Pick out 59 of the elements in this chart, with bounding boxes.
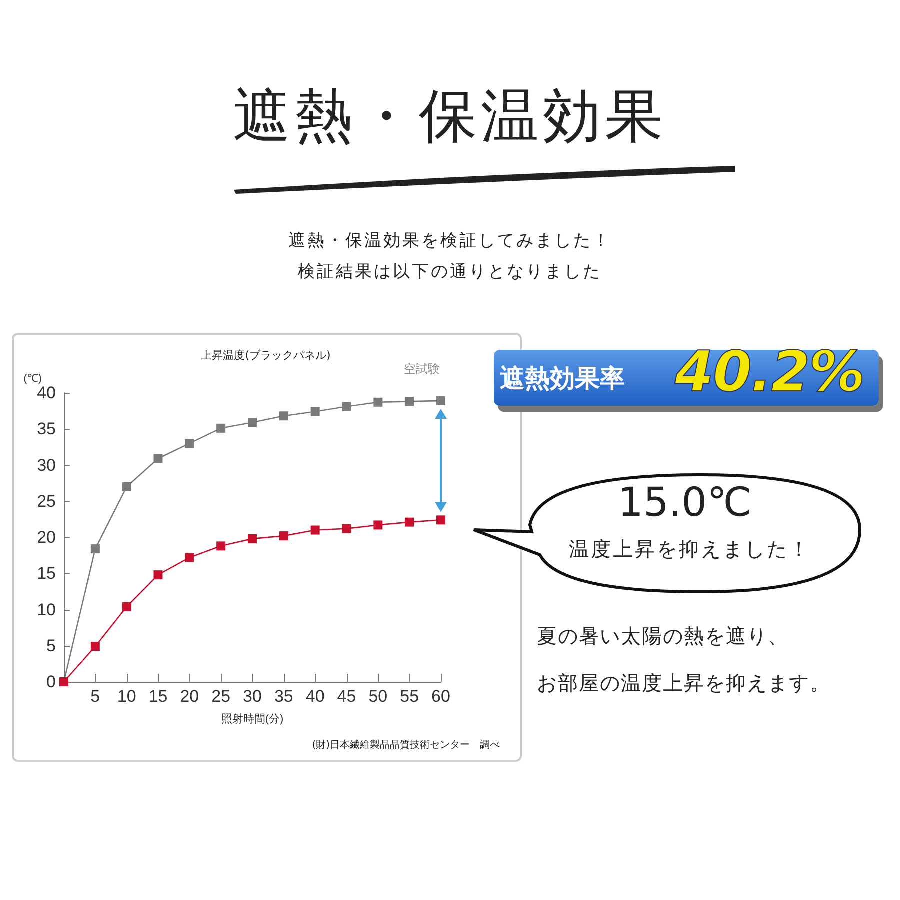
x-tick-label: 20: [180, 687, 200, 706]
point: [90, 642, 100, 652]
x-tick-label: 40: [306, 687, 325, 706]
text: 上昇温度(ブラックパネル): [200, 348, 332, 363]
point: [216, 542, 226, 551]
point: [436, 396, 446, 406]
x-tick-label: 55: [400, 687, 420, 706]
y-axis-title: (℃): [24, 373, 42, 386]
point: [185, 439, 194, 448]
point: [185, 553, 194, 562]
text: (財)日本繊維製品品質技術センター 調べ: [311, 738, 500, 752]
y-tick-label: 5: [46, 636, 56, 656]
text: 温度上昇を抑えました！: [568, 536, 812, 563]
x-tick-label: 10: [117, 687, 136, 706]
point: [374, 520, 383, 530]
point: [310, 526, 320, 535]
x-tick-label: 45: [337, 687, 356, 706]
point: [216, 424, 226, 433]
y-tick-label: 25: [37, 492, 56, 511]
text: 夏の暑い太陽の熱を遮り、: [537, 623, 789, 650]
point: [154, 454, 163, 464]
x-tick-label: 60: [432, 687, 450, 706]
text: 遮熱効果率: [500, 363, 625, 395]
x-axis-title: 照射時間(分): [221, 712, 284, 726]
point: [405, 518, 414, 527]
text: 40.2%: [675, 340, 864, 405]
x-tick-label: 35: [274, 687, 294, 706]
point: [405, 397, 414, 406]
point: [122, 482, 132, 492]
y-tick-label: 30: [37, 456, 56, 475]
x-tick-label: 5: [90, 687, 100, 706]
point: [342, 524, 352, 534]
point: [122, 602, 132, 612]
y-tick-label: 10: [37, 600, 56, 620]
y-tick-label: 35: [37, 420, 56, 439]
y-tick-label: 15: [37, 564, 56, 584]
point: [248, 418, 257, 428]
x-tick-label: 50: [368, 687, 388, 706]
point: [436, 516, 446, 525]
point: [279, 412, 288, 421]
text: 検証結果は以下の通りとなりました: [297, 261, 603, 283]
point: [342, 402, 352, 412]
point: [154, 570, 163, 580]
chart-title: 遮熱・保温効果: [232, 81, 668, 152]
text: 15.0℃: [617, 480, 753, 526]
point: [374, 398, 383, 407]
point: [248, 534, 257, 544]
x-tick-label: 30: [243, 687, 262, 706]
chart-subtitle: 遮熱・保温効果を検証してみました！: [288, 230, 612, 253]
x-tick-label: 15: [148, 687, 168, 706]
y-tick-label: 0: [46, 672, 56, 692]
point: [279, 532, 288, 541]
y-tick-label: 40: [37, 384, 56, 402]
series-label: 空試験: [404, 362, 440, 376]
text: お部屋の温度上昇を抑えます。: [537, 670, 831, 697]
y-tick-label: 20: [37, 528, 56, 547]
point: [310, 407, 320, 416]
point: [90, 544, 100, 554]
x-tick-label: 25: [212, 687, 231, 706]
